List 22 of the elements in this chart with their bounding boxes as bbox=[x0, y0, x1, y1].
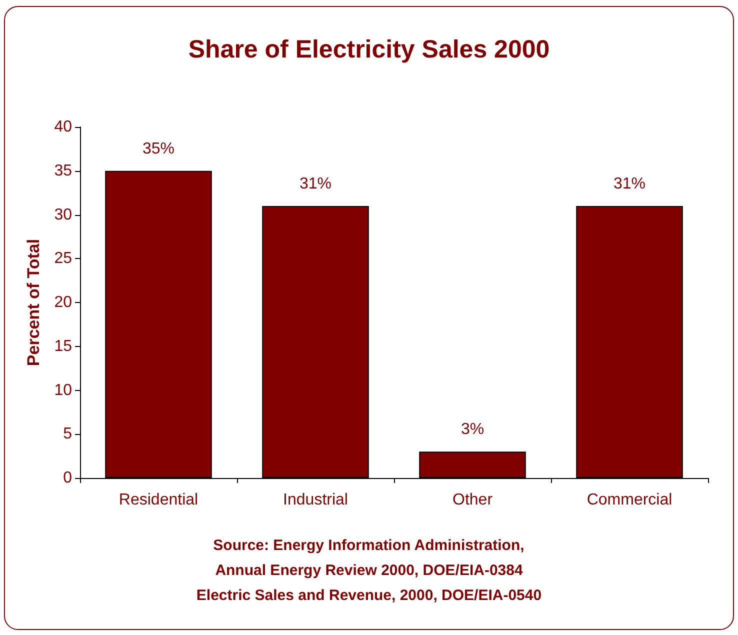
y-tick-label: 0 bbox=[63, 470, 72, 486]
y-tick-label: 10 bbox=[54, 382, 72, 399]
source-note: Source: Energy Information Administration, bbox=[213, 537, 524, 554]
x-tick-label: Residential bbox=[118, 492, 198, 508]
data-label: 31% bbox=[613, 175, 646, 192]
x-tick-label: Industrial bbox=[283, 492, 348, 508]
y-tick-label: 30 bbox=[54, 206, 72, 224]
text: Annual Energy Review 2000, DOE/EIA-0384 bbox=[215, 562, 524, 579]
x-tick-label: Commercial bbox=[586, 492, 672, 508]
y-tick-label: 35 bbox=[54, 162, 72, 180]
x-tick-label: Other bbox=[452, 492, 494, 508]
y-tick-label: 5 bbox=[63, 426, 72, 443]
y-tick-label: 40 bbox=[54, 118, 72, 136]
y-tick-label: 25 bbox=[54, 250, 72, 268]
data-label: 3% bbox=[460, 421, 484, 438]
text: Electric Sales and Revenue, 2000, DOE/EIA-0540 bbox=[196, 587, 542, 604]
data-label: 31% bbox=[299, 175, 332, 192]
y-axis-title: Percent of Total bbox=[24, 238, 43, 366]
data-label: 35% bbox=[142, 140, 175, 158]
chart-title: Share of Electricity Sales 2000 bbox=[188, 36, 550, 64]
y-tick-label: 15 bbox=[54, 338, 72, 355]
y-tick-label: 20 bbox=[54, 294, 72, 311]
